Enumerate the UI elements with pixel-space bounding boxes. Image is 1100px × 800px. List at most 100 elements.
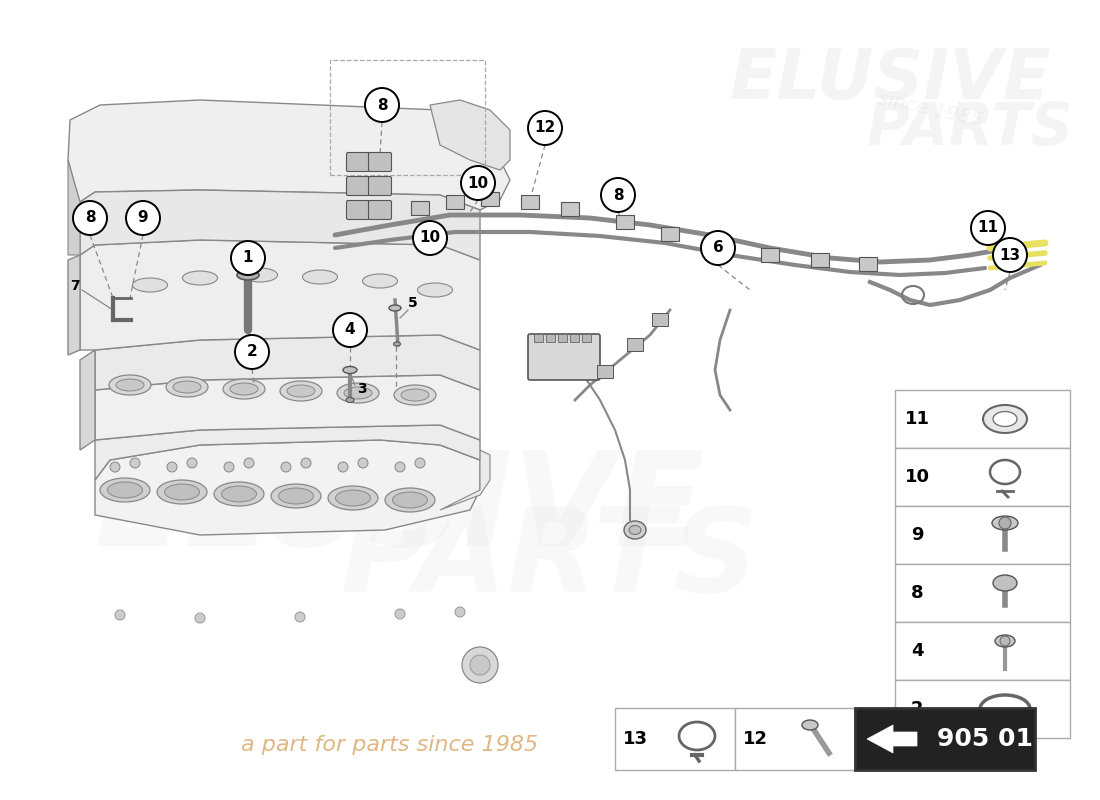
Ellipse shape bbox=[346, 398, 354, 402]
FancyBboxPatch shape bbox=[346, 201, 370, 219]
Circle shape bbox=[167, 462, 177, 472]
Circle shape bbox=[130, 458, 140, 468]
Circle shape bbox=[455, 607, 465, 617]
Ellipse shape bbox=[629, 526, 641, 534]
Text: 10: 10 bbox=[419, 230, 441, 246]
Text: 11: 11 bbox=[978, 221, 999, 235]
Ellipse shape bbox=[336, 490, 371, 506]
Ellipse shape bbox=[157, 480, 207, 504]
Ellipse shape bbox=[280, 381, 322, 401]
Bar bbox=[521, 195, 539, 209]
Text: 7: 7 bbox=[70, 279, 79, 293]
Circle shape bbox=[395, 462, 405, 472]
Text: ELUSIVE: ELUSIVE bbox=[729, 46, 1050, 114]
Ellipse shape bbox=[337, 383, 379, 403]
Text: 8: 8 bbox=[85, 210, 96, 226]
Bar bbox=[895, 390, 1070, 448]
Ellipse shape bbox=[389, 305, 402, 311]
Circle shape bbox=[73, 201, 107, 235]
Polygon shape bbox=[95, 440, 480, 535]
Ellipse shape bbox=[344, 387, 372, 399]
Text: 6: 6 bbox=[713, 241, 724, 255]
Bar bbox=[570, 334, 579, 342]
Text: a part for parts since 1985: a part for parts since 1985 bbox=[241, 735, 539, 755]
Ellipse shape bbox=[287, 385, 315, 397]
Ellipse shape bbox=[109, 375, 151, 395]
Bar bbox=[859, 257, 877, 271]
Text: 12: 12 bbox=[535, 121, 556, 135]
Bar bbox=[661, 227, 679, 241]
Text: PARTS: PARTS bbox=[867, 99, 1074, 157]
Ellipse shape bbox=[418, 283, 452, 297]
FancyBboxPatch shape bbox=[368, 201, 392, 219]
Text: 8: 8 bbox=[376, 98, 387, 113]
Polygon shape bbox=[68, 100, 510, 210]
Ellipse shape bbox=[214, 482, 264, 506]
Bar bbox=[481, 192, 499, 206]
Ellipse shape bbox=[100, 478, 150, 502]
Text: 3: 3 bbox=[358, 382, 366, 396]
FancyBboxPatch shape bbox=[528, 334, 600, 380]
Polygon shape bbox=[95, 375, 480, 440]
Ellipse shape bbox=[394, 342, 400, 346]
Ellipse shape bbox=[173, 381, 201, 393]
Bar bbox=[895, 564, 1070, 622]
Circle shape bbox=[395, 609, 405, 619]
Ellipse shape bbox=[271, 484, 321, 508]
Circle shape bbox=[528, 111, 562, 145]
Text: 13: 13 bbox=[623, 730, 648, 748]
Ellipse shape bbox=[278, 488, 314, 504]
Polygon shape bbox=[68, 255, 80, 355]
Circle shape bbox=[244, 458, 254, 468]
Text: 9: 9 bbox=[911, 526, 923, 544]
Ellipse shape bbox=[363, 274, 397, 288]
Bar bbox=[855, 708, 1035, 770]
Circle shape bbox=[971, 211, 1005, 245]
Circle shape bbox=[461, 166, 495, 200]
Ellipse shape bbox=[993, 411, 1018, 426]
Ellipse shape bbox=[624, 521, 646, 539]
Text: 10: 10 bbox=[904, 468, 930, 486]
Ellipse shape bbox=[230, 383, 258, 395]
Circle shape bbox=[280, 462, 292, 472]
Bar bbox=[811, 253, 829, 267]
FancyBboxPatch shape bbox=[368, 177, 392, 195]
Bar bbox=[411, 201, 429, 215]
Bar bbox=[761, 248, 779, 262]
Ellipse shape bbox=[328, 486, 378, 510]
Circle shape bbox=[462, 647, 498, 683]
Bar bbox=[652, 313, 668, 326]
Circle shape bbox=[224, 462, 234, 472]
Bar bbox=[561, 202, 579, 216]
Ellipse shape bbox=[108, 482, 143, 498]
Circle shape bbox=[999, 517, 1011, 529]
Polygon shape bbox=[95, 335, 480, 390]
Bar bbox=[558, 334, 566, 342]
Bar bbox=[627, 338, 644, 351]
Text: 4: 4 bbox=[344, 322, 355, 338]
Text: 4: 4 bbox=[911, 642, 923, 660]
Ellipse shape bbox=[385, 488, 435, 512]
Text: 10: 10 bbox=[468, 175, 488, 190]
Polygon shape bbox=[68, 160, 80, 255]
Bar bbox=[330, 60, 485, 175]
Ellipse shape bbox=[236, 270, 258, 280]
Polygon shape bbox=[80, 190, 480, 260]
Ellipse shape bbox=[221, 486, 256, 502]
Bar bbox=[446, 195, 464, 209]
Circle shape bbox=[231, 241, 265, 275]
FancyBboxPatch shape bbox=[368, 153, 392, 171]
Ellipse shape bbox=[223, 379, 265, 399]
Text: 5: 5 bbox=[408, 296, 418, 310]
Circle shape bbox=[415, 458, 425, 468]
Circle shape bbox=[110, 462, 120, 472]
FancyBboxPatch shape bbox=[346, 153, 370, 171]
Ellipse shape bbox=[983, 405, 1027, 433]
Text: 1: 1 bbox=[243, 250, 253, 266]
Circle shape bbox=[1000, 636, 1010, 646]
FancyBboxPatch shape bbox=[346, 177, 370, 195]
Ellipse shape bbox=[166, 377, 208, 397]
Bar bbox=[546, 334, 556, 342]
Polygon shape bbox=[440, 445, 490, 510]
Ellipse shape bbox=[343, 366, 358, 374]
